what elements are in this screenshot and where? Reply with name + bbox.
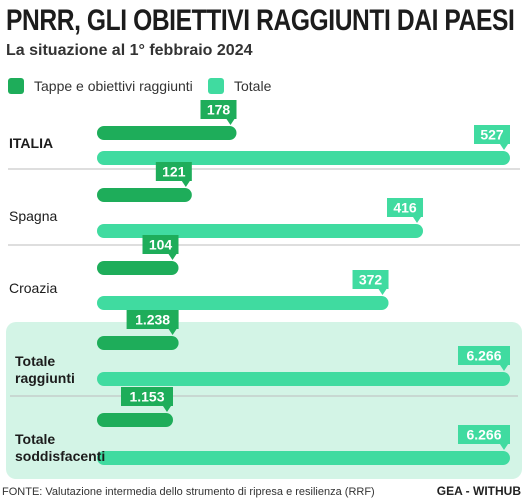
bar-totale-totale-raggiunti	[97, 372, 510, 386]
data-label-raggiunti-croazia: 104	[149, 237, 173, 253]
data-label-raggiunti-totale-raggiunti: 1.238	[135, 312, 170, 328]
legend-label-raggiunti: Tappe e obiettivi raggiunti	[34, 78, 193, 94]
callout-box-raggiunti-totale-soddisfacenti	[120, 387, 173, 406]
callout-pointer-totale-totale-soddisfacenti	[500, 444, 508, 450]
bar-totale-croazia	[97, 296, 389, 310]
data-label-totale-spagna: 416	[393, 200, 417, 216]
data-label-raggiunti-totale-soddisfacenti: 1.153	[129, 389, 164, 405]
chart-subtitle: La situazione al 1° febbraio 2024	[6, 42, 253, 59]
category-label-croazia: Croazia	[9, 280, 57, 296]
data-label-totale-totale-raggiunti: 6.266	[466, 348, 501, 364]
data-label-raggiunti-spagna: 121	[162, 164, 186, 180]
callout-box-raggiunti-italia	[200, 100, 237, 119]
category-label-totale-raggiunti-line0: Totale	[15, 353, 55, 369]
callout-pointer-raggiunti-totale-soddisfacenti	[162, 406, 171, 412]
bar-raggiunti-totale-raggiunti	[97, 336, 179, 350]
chart-title: PNRR, GLI OBIETTIVI RAGGIUNTI DAI PAESI	[6, 4, 515, 37]
bar-totale-italia	[97, 151, 510, 165]
data-label-totale-italia: 527	[480, 127, 504, 143]
callout-pointer-raggiunti-totale-raggiunti	[168, 329, 177, 335]
legend-item-raggiunti: Tappe e obiettivi raggiunti	[8, 76, 193, 96]
callout-pointer-raggiunti-spagna	[181, 181, 190, 187]
callout-pointer-totale-croazia	[378, 289, 387, 295]
bar-raggiunti-totale-soddisfacenti	[97, 413, 173, 427]
callout-box-totale-italia	[474, 125, 510, 144]
callout-box-totale-totale-soddisfacenti	[458, 425, 510, 444]
callout-pointer-raggiunti-croazia	[168, 254, 177, 260]
category-label-totale-raggiunti-line1: raggiunti	[15, 370, 75, 386]
callout-pointer-raggiunti-italia	[226, 119, 235, 125]
category-label-totale-soddisfacenti-line1: soddisfacenti	[15, 448, 105, 464]
callout-pointer-totale-spagna	[413, 217, 422, 223]
callout-pointer-totale-totale-raggiunti	[500, 365, 508, 371]
callout-box-totale-spagna	[387, 198, 424, 217]
footer-brand: GEA - WITHUB	[436, 484, 521, 498]
totals-panel	[6, 322, 522, 479]
callout-box-raggiunti-croazia	[142, 235, 179, 254]
callout-box-totale-totale-raggiunti	[458, 346, 510, 365]
bar-raggiunti-spagna	[97, 188, 192, 202]
bar-raggiunti-italia	[97, 126, 237, 140]
data-label-totale-croazia: 372	[359, 272, 383, 288]
bar-totale-totale-soddisfacenti	[97, 451, 510, 465]
legend-label-totale: Totale	[234, 78, 272, 94]
data-label-raggiunti-italia: 178	[207, 102, 231, 118]
category-label-italia: ITALIA	[9, 135, 53, 151]
footer-source: FONTE: Valutazione intermedia dello stru…	[2, 486, 375, 498]
callout-box-raggiunti-spagna	[155, 162, 192, 181]
data-label-totale-totale-soddisfacenti: 6.266	[466, 427, 501, 443]
callout-box-totale-croazia	[352, 270, 389, 289]
bar-raggiunti-croazia	[97, 261, 179, 275]
bar-totale-spagna	[97, 224, 424, 238]
category-label-totale-soddisfacenti-line0: Totale	[15, 431, 55, 447]
callout-pointer-totale-italia	[500, 144, 508, 150]
legend-item-totale: Totale	[208, 76, 271, 96]
category-label-spagna: Spagna	[9, 208, 57, 224]
legend-swatch-light	[208, 78, 224, 94]
callout-box-raggiunti-totale-raggiunti	[126, 310, 179, 329]
legend-swatch-dark	[8, 78, 24, 94]
